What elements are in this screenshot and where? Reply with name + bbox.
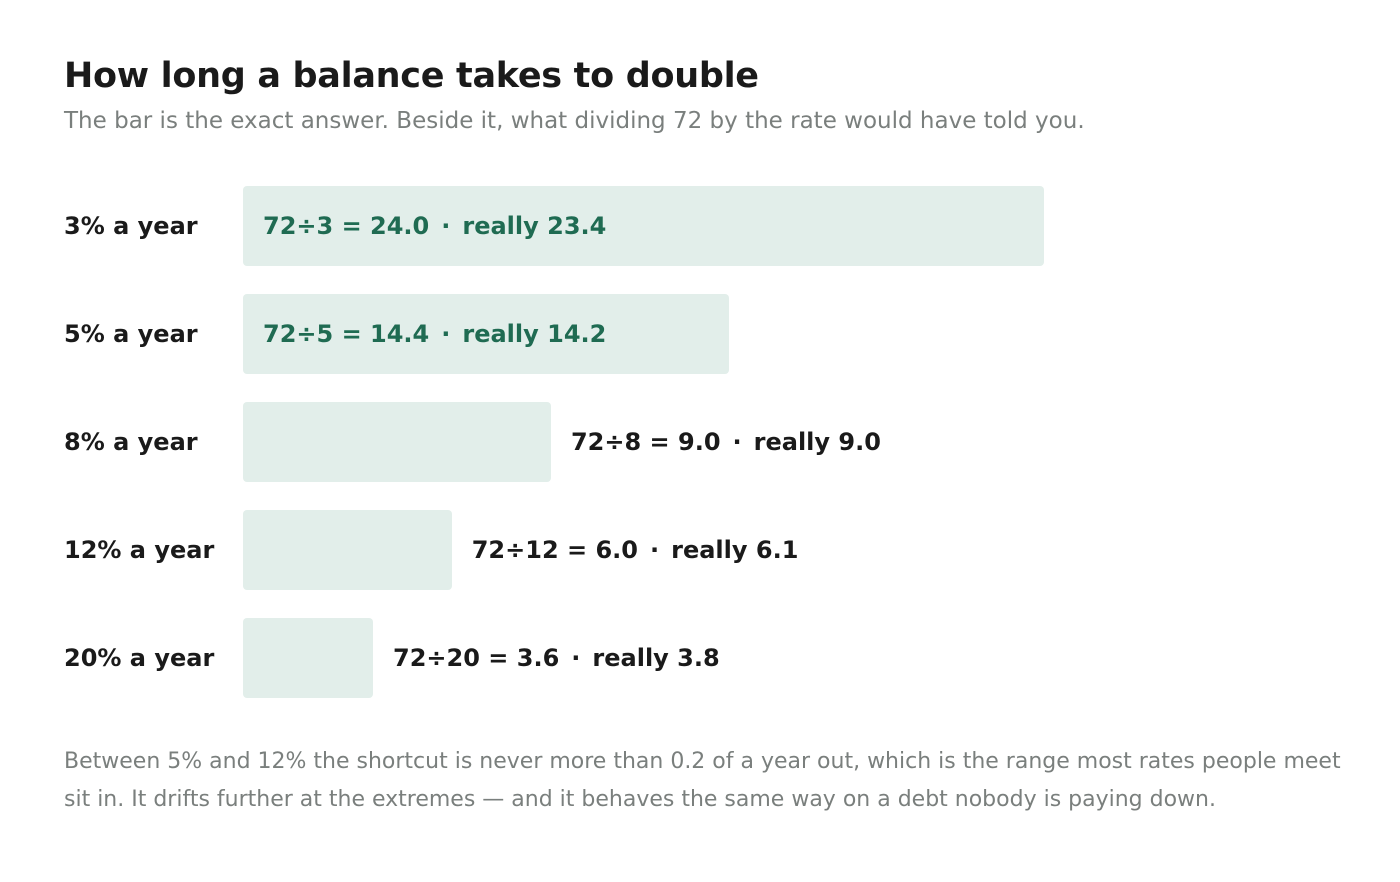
bar [243, 618, 374, 698]
category-label: 5% a year [64, 320, 198, 348]
actual-value: really 3.8 [592, 644, 720, 672]
category-label: 3% a year [64, 212, 198, 240]
rule-of-72-estimate: 72÷5 = 14.4 [263, 320, 430, 348]
actual-value: really 6.1 [671, 536, 799, 564]
data-label: 72÷20 = 3.6 · really 3.8 [393, 618, 720, 698]
chart-footnote: Between 5% and 12% the shortcut is never… [64, 749, 1341, 812]
separator-dot: · [441, 212, 451, 240]
chart-subtitle: The bar is the exact answer. Beside it, … [64, 108, 1085, 134]
bar [243, 186, 1044, 266]
actual-value: really 14.2 [462, 320, 607, 348]
chart-title: How long a balance takes to double [64, 56, 759, 96]
rule-of-72-estimate: 72÷8 = 9.0 [570, 428, 721, 456]
rule-of-72-estimate: 72÷20 = 3.6 [393, 644, 560, 672]
data-label: 72÷8 = 9.0 · really 9.0 [571, 402, 881, 482]
bar [243, 402, 551, 482]
category-label: 20% a year [64, 644, 215, 672]
bar-row: 3% a year 72÷3 = 24.0 · really 23.4 [0, 186, 1400, 266]
separator-dot: · [441, 320, 451, 348]
data-label: 72÷5 = 14.4 · really 14.2 [263, 294, 606, 374]
bar-row: 8% a year 72÷8 = 9.0 · really 9.0 [0, 402, 1400, 482]
rule-of-72-estimate: 72÷3 = 24.0 [263, 212, 430, 240]
data-label: 72÷12 = 6.0 · really 6.1 [472, 510, 799, 590]
bar-row: 5% a year 72÷5 = 14.4 · really 14.2 [0, 294, 1400, 374]
bar-row: 20% a year 72÷20 = 3.6 · really 3.8 [0, 618, 1400, 698]
separator-dot: · [732, 428, 742, 456]
bar-row: 12% a year 72÷12 = 6.0 · really 6.1 [0, 510, 1400, 590]
bar [243, 294, 729, 374]
actual-value: really 23.4 [462, 212, 607, 240]
bar [243, 510, 452, 590]
category-label: 12% a year [64, 536, 215, 564]
actual-value: really 9.0 [753, 428, 881, 456]
separator-dot: · [649, 536, 660, 564]
rule-of-72-estimate: 72÷12 = 6.0 [471, 536, 638, 564]
separator-dot: · [571, 644, 581, 672]
category-label: 8% a year [64, 428, 198, 456]
data-label: 72÷3 = 24.0 · really 23.4 [263, 186, 606, 266]
